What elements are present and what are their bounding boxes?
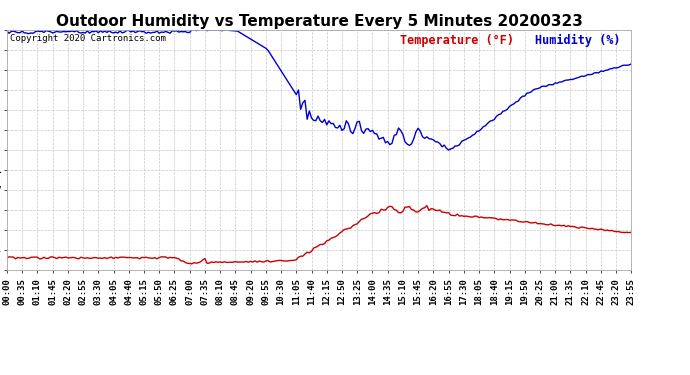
Text: Humidity (%): Humidity (%): [535, 34, 620, 47]
Text: Copyright 2020 Cartronics.com: Copyright 2020 Cartronics.com: [10, 34, 166, 43]
Title: Outdoor Humidity vs Temperature Every 5 Minutes 20200323: Outdoor Humidity vs Temperature Every 5 …: [56, 14, 582, 29]
Text: Temperature (°F): Temperature (°F): [400, 34, 514, 46]
